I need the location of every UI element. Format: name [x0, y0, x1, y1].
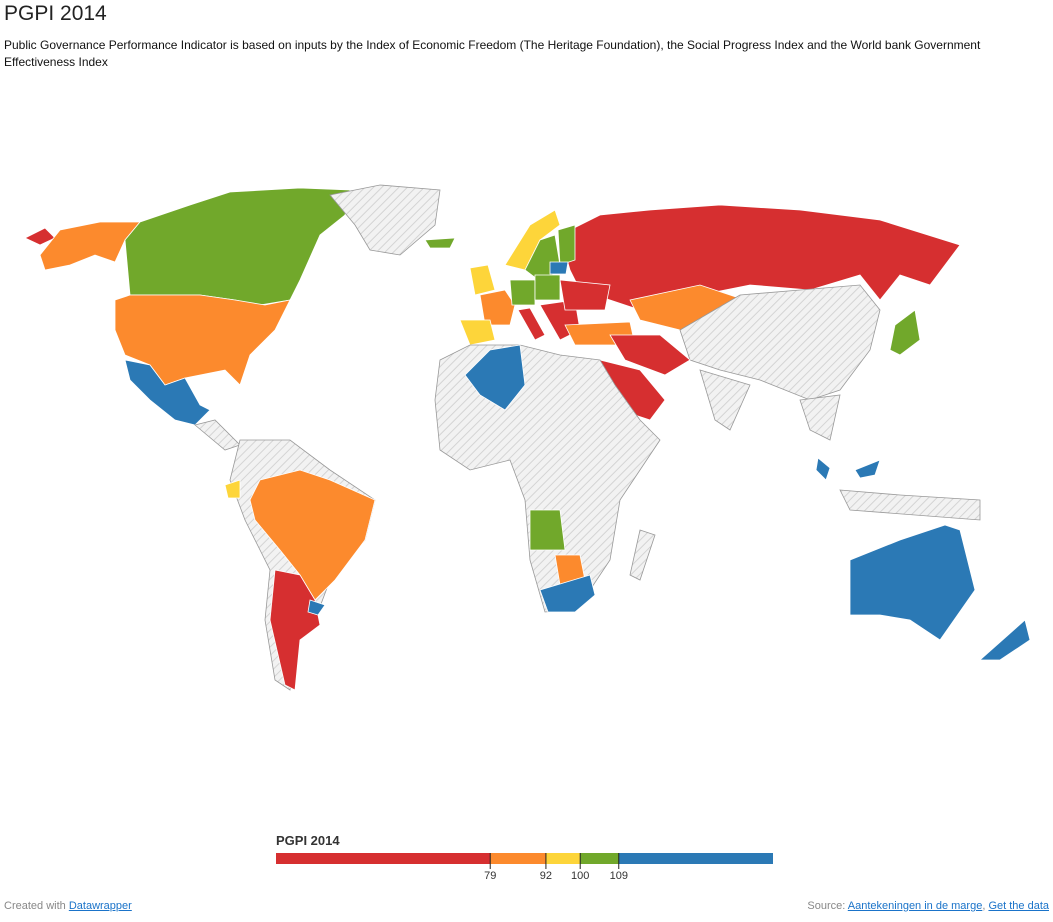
country [549, 261, 569, 275]
legend-segment [276, 853, 491, 864]
country [529, 509, 566, 551]
country [539, 574, 596, 613]
countries [24, 184, 1031, 691]
country [509, 279, 536, 306]
legend-title: PGPI 2014 [276, 833, 340, 848]
credit-link[interactable]: Datawrapper [68, 900, 132, 912]
country [124, 359, 211, 426]
source-label: Source: [807, 900, 846, 912]
legend-tick-label: 79 [484, 870, 496, 882]
country [629, 529, 656, 581]
country [124, 187, 351, 306]
country [849, 524, 976, 641]
country [699, 369, 751, 431]
country [269, 569, 321, 691]
country [224, 479, 241, 499]
country [464, 344, 526, 411]
legend: PGPI 2014 79 92 100 109 [276, 833, 773, 882]
credit: Created with Datawrapper [4, 900, 132, 912]
title: PGPI 2014 [4, 2, 107, 25]
country [39, 221, 141, 271]
country [424, 237, 456, 249]
country [559, 279, 611, 311]
subtitle: Public Governance Performance Indicator … [4, 38, 981, 69]
country [114, 294, 291, 386]
legend-segment [618, 853, 773, 864]
source-link[interactable]: Aantekeningen in de marge [847, 900, 983, 912]
country [434, 344, 661, 613]
country [194, 419, 241, 451]
legend-tick-label: 92 [540, 870, 552, 882]
country [517, 307, 546, 341]
country [854, 459, 881, 479]
country [557, 224, 576, 266]
country [559, 204, 961, 311]
legend-segment [580, 853, 619, 864]
data-link[interactable]: Get the data [988, 900, 1049, 912]
world-map [24, 184, 1031, 691]
credit-text: Created with [4, 900, 66, 912]
country [249, 469, 376, 601]
country [534, 274, 561, 301]
legend-tick-label: 100 [571, 870, 589, 882]
country [799, 394, 841, 441]
country [459, 319, 496, 346]
country [609, 334, 691, 376]
legend-tick-label: 109 [610, 870, 628, 882]
country [329, 184, 441, 256]
legend-segment [490, 853, 546, 864]
legend-segment [545, 853, 581, 864]
country [978, 619, 1031, 661]
source: Source: Aantekeningen in de marge, Get t… [807, 900, 1049, 912]
country [307, 599, 326, 616]
country [469, 264, 496, 296]
country [889, 309, 921, 356]
country [815, 457, 831, 481]
country [839, 489, 981, 521]
country [679, 284, 881, 401]
separator: , [982, 900, 986, 912]
